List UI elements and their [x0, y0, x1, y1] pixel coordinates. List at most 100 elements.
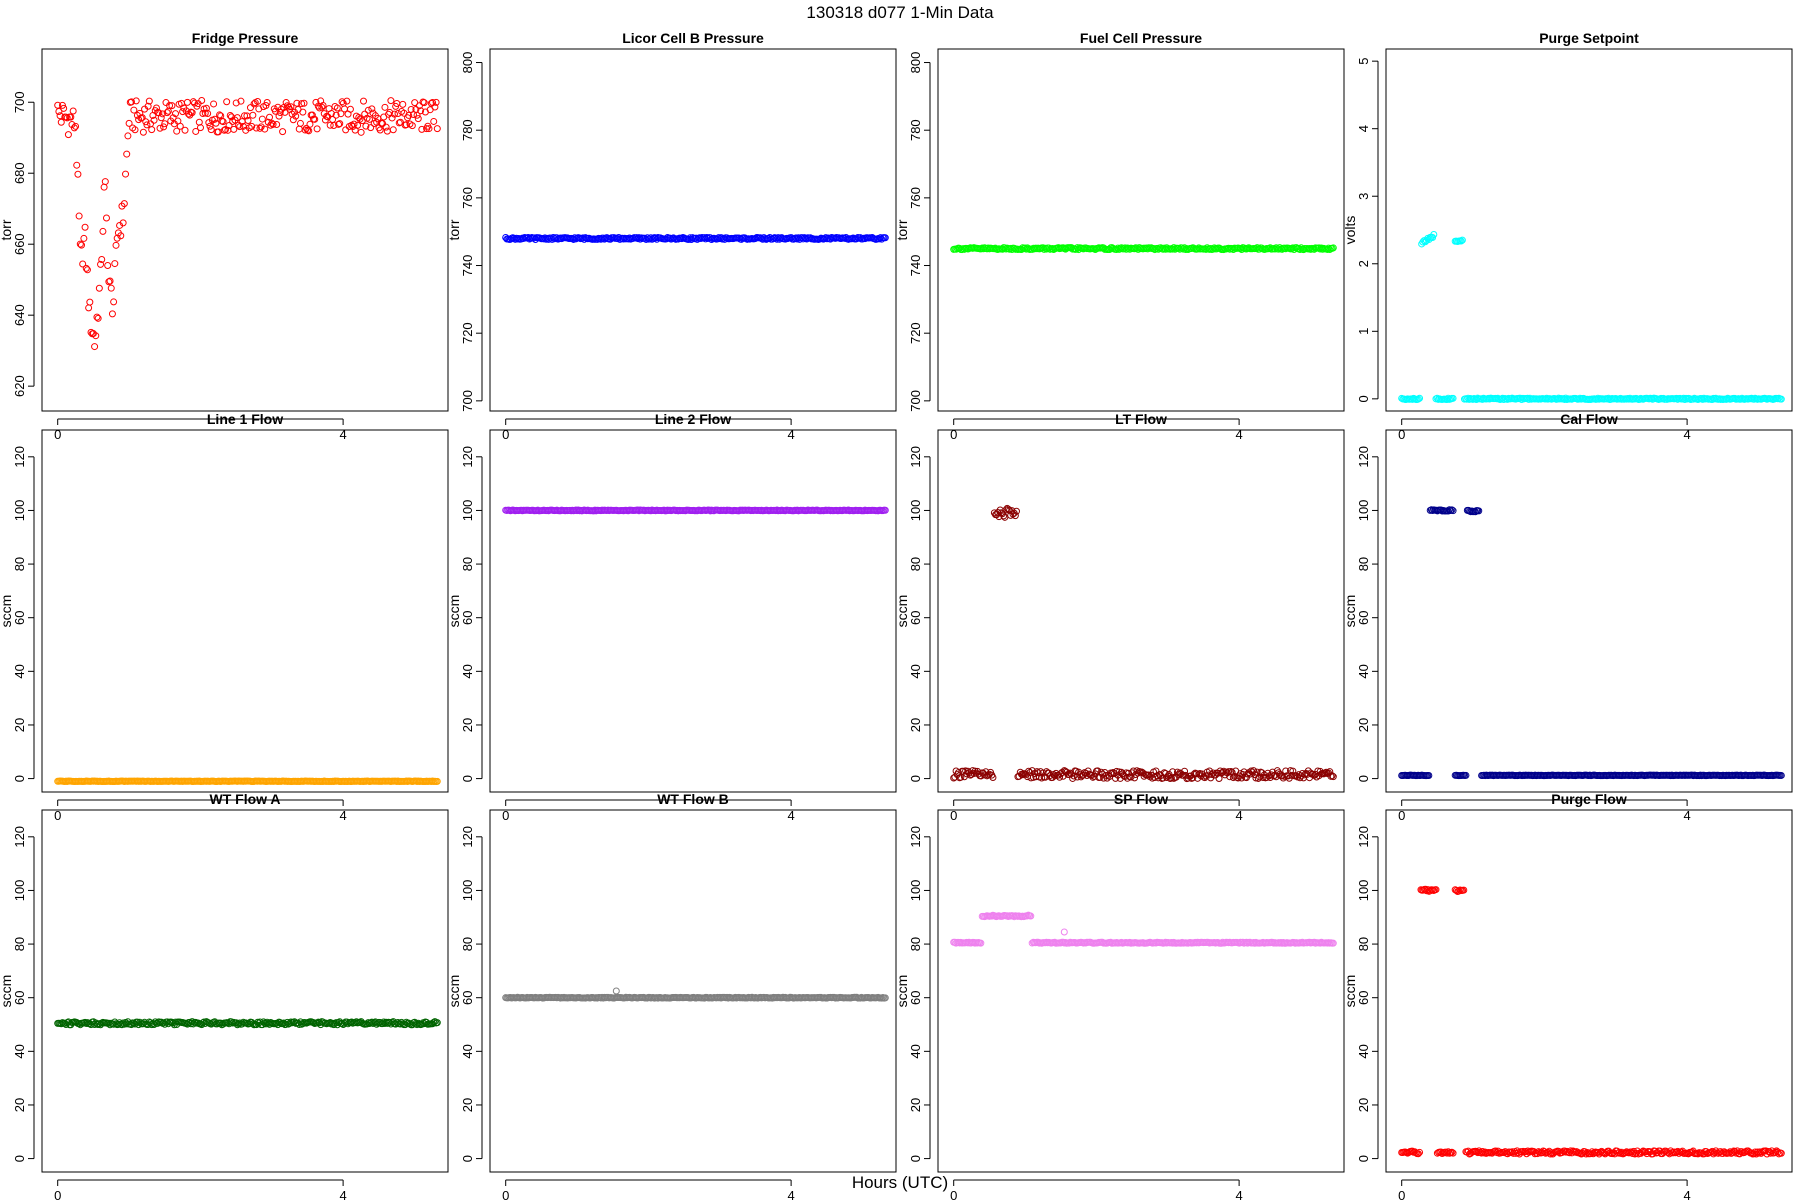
- x-tick-label: 4: [1235, 427, 1242, 442]
- data-point: [1329, 244, 1337, 252]
- data-point: [1240, 768, 1248, 776]
- x-tick-label: 0: [502, 808, 509, 823]
- data-point: [319, 101, 327, 109]
- data-point: [156, 124, 164, 132]
- y-tick-label: 1: [1356, 328, 1371, 335]
- data-point: [256, 124, 264, 132]
- data-point: [1223, 769, 1231, 777]
- data-point: [989, 774, 997, 782]
- data-point: [257, 123, 265, 131]
- y-tick-label: 40: [1356, 664, 1371, 678]
- data-point: [211, 115, 219, 123]
- data-point: [223, 98, 231, 106]
- data-point: [311, 115, 319, 123]
- data-point: [244, 117, 252, 125]
- data-point: [362, 122, 370, 130]
- y-tick-label: 740: [908, 255, 923, 277]
- data-point: [1777, 771, 1785, 779]
- data-points: [950, 911, 1337, 947]
- data-point: [342, 126, 350, 134]
- data-point: [89, 330, 97, 338]
- data-point: [139, 128, 147, 136]
- data-point: [1425, 771, 1433, 779]
- panel-title: LT Flow: [1115, 411, 1167, 427]
- x-tick-label: 4: [339, 1188, 346, 1200]
- y-tick-label: 20: [908, 718, 923, 732]
- data-point: [181, 126, 189, 134]
- y-tick-label: 120: [1356, 446, 1371, 468]
- panel-ylabel: sccm: [1342, 975, 1358, 1008]
- data-point: [241, 112, 249, 120]
- plot-frame: [1385, 809, 1793, 1173]
- data-point: [1432, 886, 1440, 894]
- data-point: [98, 255, 106, 263]
- data-point: [1154, 774, 1162, 782]
- data-point: [1448, 1148, 1456, 1156]
- data-point: [183, 98, 191, 106]
- y-tick-label: 700: [12, 91, 27, 113]
- panel-ylabel: torr: [446, 219, 462, 240]
- plot-frame: [937, 809, 1345, 1173]
- data-point: [261, 125, 269, 133]
- data-point: [1025, 767, 1033, 775]
- data-point: [196, 124, 204, 132]
- data-point: [64, 131, 72, 139]
- data-point: [99, 227, 107, 235]
- y-tick-label: 40: [12, 664, 27, 678]
- data-point: [70, 124, 78, 132]
- data-point: [388, 114, 396, 122]
- panel-title: WT Flow B: [657, 791, 729, 807]
- data-point: [105, 278, 113, 286]
- data-point: [216, 111, 224, 119]
- panel-ylabel: sccm: [894, 975, 910, 1008]
- data-point: [85, 304, 93, 312]
- data-point: [296, 119, 304, 127]
- y-tick-label: 780: [460, 119, 475, 141]
- data-point: [120, 200, 128, 208]
- data-point: [81, 223, 89, 231]
- y-tick-label: 40: [460, 664, 475, 678]
- y-tick-label: 0: [908, 775, 923, 782]
- data-point: [260, 1018, 268, 1026]
- data-point: [977, 939, 985, 947]
- data-point: [1416, 394, 1424, 402]
- x-tick-label: 4: [339, 427, 346, 442]
- data-point: [333, 104, 341, 112]
- data-point: [1176, 769, 1184, 777]
- x-tick-label: 0: [502, 1188, 509, 1200]
- y-tick-label: 40: [1356, 1044, 1371, 1058]
- data-point: [1449, 394, 1457, 402]
- data-point: [1458, 236, 1466, 244]
- data-point: [199, 109, 207, 117]
- data-point: [877, 234, 885, 242]
- data-point: [74, 170, 82, 178]
- y-tick-label: 60: [1356, 610, 1371, 624]
- data-point: [1755, 1149, 1763, 1157]
- data-point: [1060, 928, 1068, 936]
- data-point: [271, 107, 279, 115]
- y-tick-label: 100: [1356, 500, 1371, 522]
- data-point: [206, 122, 214, 130]
- panel-ylabel: torr: [0, 219, 14, 240]
- x-tick-label: 0: [950, 808, 957, 823]
- data-point: [192, 127, 200, 135]
- data-point: [387, 97, 395, 105]
- data-point: [145, 97, 153, 105]
- data-point: [1004, 505, 1012, 513]
- y-tick-label: 20: [12, 718, 27, 732]
- y-tick-label: 120: [1356, 826, 1371, 848]
- data-point: [287, 103, 295, 111]
- data-point: [301, 126, 309, 134]
- data-point: [77, 241, 85, 249]
- data-point: [1164, 772, 1172, 780]
- data-point: [1329, 939, 1337, 947]
- panel-ylabel: sccm: [0, 595, 14, 628]
- data-point: [318, 103, 326, 111]
- panel-title: Fuel Cell Pressure: [1080, 30, 1202, 46]
- data-point: [1428, 886, 1436, 894]
- data-point: [60, 104, 68, 112]
- y-tick-label: 60: [1356, 990, 1371, 1004]
- x-tick-label: 0: [1398, 808, 1405, 823]
